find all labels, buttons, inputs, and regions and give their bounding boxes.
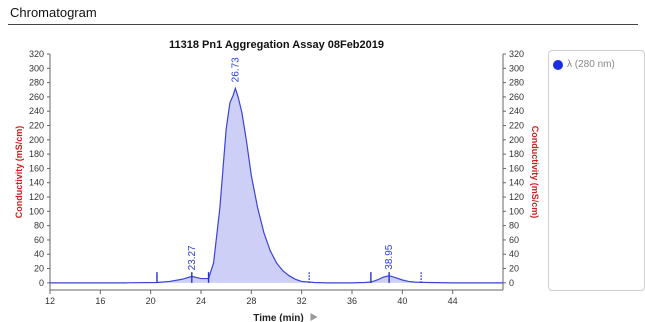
peak-label: 38.95 — [384, 244, 395, 269]
y-tick-label-right: 200 — [509, 135, 524, 145]
y-tick-label-right: 300 — [509, 63, 524, 73]
y-tick-label-right: 140 — [509, 178, 524, 188]
x-tick-label: 36 — [347, 296, 357, 306]
y-tick-label-right: 260 — [509, 92, 524, 102]
y-tick-label-right: 280 — [509, 78, 524, 88]
y-tick-label-right: 120 — [509, 192, 524, 202]
legend-item-280nm[interactable]: λ (280 nm) — [553, 59, 615, 70]
x-axis-arrow-icon — [310, 313, 318, 321]
y-tick-label-left: 20 — [34, 264, 44, 274]
y-tick-label-left: 120 — [29, 192, 44, 202]
series-line-280nm — [50, 86, 503, 284]
y-tick-label-left: 140 — [29, 178, 44, 188]
x-tick-label: 40 — [397, 296, 407, 306]
y-tick-label-left: 160 — [29, 163, 44, 173]
y-tick-label-left: 200 — [29, 135, 44, 145]
chart-title: 11318 Pn1 Aggregation Assay 08Feb2019 — [169, 39, 384, 51]
x-tick-label: 44 — [448, 296, 458, 306]
x-tick-label: 32 — [297, 296, 307, 306]
section-divider — [8, 24, 638, 25]
chromatogram-chart: 11318 Pn1 Aggregation Assay 08Feb2019 0 0 2… — [14, 39, 540, 322]
y-tick-label-left: 60 — [34, 235, 44, 245]
y-tick-label-left: 260 — [29, 92, 44, 102]
y-tick-label-left: 280 — [29, 78, 44, 88]
y-tick-label-right: 20 — [509, 264, 519, 274]
y-axis-label-left: Conductivity (mS/cm) — [14, 126, 24, 219]
y-tick-label-right: 220 — [509, 121, 524, 131]
y-tick-label-left: 0 — [39, 278, 44, 288]
x-tick-label: 20 — [146, 296, 156, 306]
y-tick-label-left: 40 — [34, 249, 44, 259]
x-tick-label: 12 — [45, 296, 55, 306]
x-tick-label: 24 — [196, 296, 206, 306]
y-tick-label-left: 300 — [29, 63, 44, 73]
y-tick-label-left: 240 — [29, 106, 44, 116]
y-tick-label-right: 80 — [509, 221, 519, 231]
peak-label: 23.27 — [187, 245, 198, 270]
y-tick-label-right: 60 — [509, 235, 519, 245]
y-tick-label-right: 160 — [509, 163, 524, 173]
series-area-280nm — [50, 88, 503, 283]
y-tick-label-right: 180 — [509, 149, 524, 159]
y-tick-label-right: 0 — [509, 278, 514, 288]
x-tick-label: 16 — [95, 296, 105, 306]
y-tick-label-left: 320 — [29, 49, 44, 59]
y-tick-label-right: 100 — [509, 206, 524, 216]
y-tick-label-left: 220 — [29, 121, 44, 131]
y-tick-label-right: 320 — [509, 49, 524, 59]
legend-panel: λ (280 nm) — [548, 50, 645, 291]
x-tick-label: 28 — [246, 296, 256, 306]
legend-marker-dot — [553, 59, 563, 70]
y-tick-label-right: 240 — [509, 106, 524, 116]
section-title: Chromatogram — [10, 5, 97, 20]
y-axis-label-right: Conductivity (mS/cm) — [530, 126, 540, 219]
y-tick-label-left: 100 — [29, 206, 44, 216]
y-tick-label-right: 40 — [509, 249, 519, 259]
y-tick-label-left: 80 — [34, 221, 44, 231]
peak-label: 26.73 — [230, 57, 241, 82]
y-tick-label-left: 180 — [29, 149, 44, 159]
legend-item-label: λ (280 nm) — [567, 59, 615, 70]
x-axis-label: Time (min) — [253, 313, 303, 322]
